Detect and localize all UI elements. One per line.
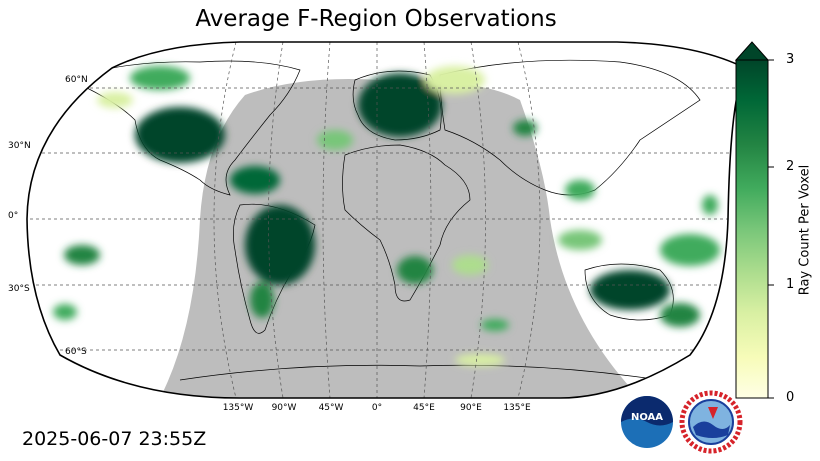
lat-label: 60°S bbox=[65, 347, 87, 357]
lon-label: 135°W bbox=[222, 403, 254, 413]
south-america-outline bbox=[233, 203, 316, 334]
asia-outline bbox=[439, 59, 701, 196]
lon-label: 90°W bbox=[271, 403, 297, 413]
density-patch bbox=[660, 234, 720, 266]
density-patch bbox=[397, 256, 433, 284]
lon-label: 135°E bbox=[503, 403, 531, 413]
density-patch bbox=[565, 180, 595, 200]
density-patch bbox=[130, 66, 190, 90]
lat-label: 0° bbox=[8, 211, 19, 221]
density-patch bbox=[513, 120, 537, 136]
lat-label: 30°S bbox=[8, 284, 30, 294]
density-patch bbox=[135, 107, 225, 163]
density-patch bbox=[64, 245, 100, 265]
colorbar-tick-label: 3 bbox=[786, 52, 795, 67]
lon-label: 0° bbox=[371, 403, 383, 413]
density-patch bbox=[250, 282, 274, 318]
density-patch bbox=[558, 230, 602, 250]
noaa-logo: NOAA bbox=[621, 396, 673, 448]
nws-logo bbox=[679, 390, 743, 454]
density-patch bbox=[53, 304, 77, 320]
colorbar-extend-arrow bbox=[734, 41, 770, 61]
colorbar-label: Ray Count Per Voxel bbox=[797, 164, 813, 296]
timestamp: 2025-06-07 23:55Z bbox=[22, 428, 207, 450]
colorbar-tick-label: 2 bbox=[786, 159, 795, 174]
graticule bbox=[27, 42, 745, 398]
density-patch bbox=[660, 303, 700, 327]
colorbar-tick-label: 0 bbox=[786, 390, 795, 405]
europe-outline bbox=[352, 70, 442, 141]
density-patch bbox=[481, 319, 509, 331]
density-patch bbox=[702, 195, 718, 215]
density-patch bbox=[455, 354, 505, 366]
lon-label: 45°E bbox=[413, 403, 435, 413]
density-patch bbox=[317, 130, 353, 150]
colorbar-tick-label: 1 bbox=[786, 277, 795, 292]
density-patch bbox=[425, 66, 485, 94]
lon-label: 45°W bbox=[318, 403, 344, 413]
globe-boundary bbox=[26, 41, 747, 399]
density-patch bbox=[97, 92, 133, 108]
lat-label: 60°N bbox=[65, 75, 88, 85]
density-patch bbox=[590, 270, 670, 310]
noaa-logo-text: NOAA bbox=[631, 412, 663, 423]
map-title: Average F-Region Observations bbox=[195, 6, 557, 32]
colorbar-gradient bbox=[735, 59, 769, 399]
density-patch bbox=[245, 205, 315, 285]
density-patch bbox=[358, 73, 442, 137]
antarctica-outline bbox=[179, 364, 661, 381]
lon-label: 90°E bbox=[460, 403, 482, 413]
density-patch bbox=[452, 255, 488, 275]
ray-density-overlay bbox=[53, 66, 720, 366]
lat-label: 30°N bbox=[8, 141, 31, 151]
density-patch bbox=[230, 166, 280, 194]
night-shading bbox=[160, 79, 640, 398]
